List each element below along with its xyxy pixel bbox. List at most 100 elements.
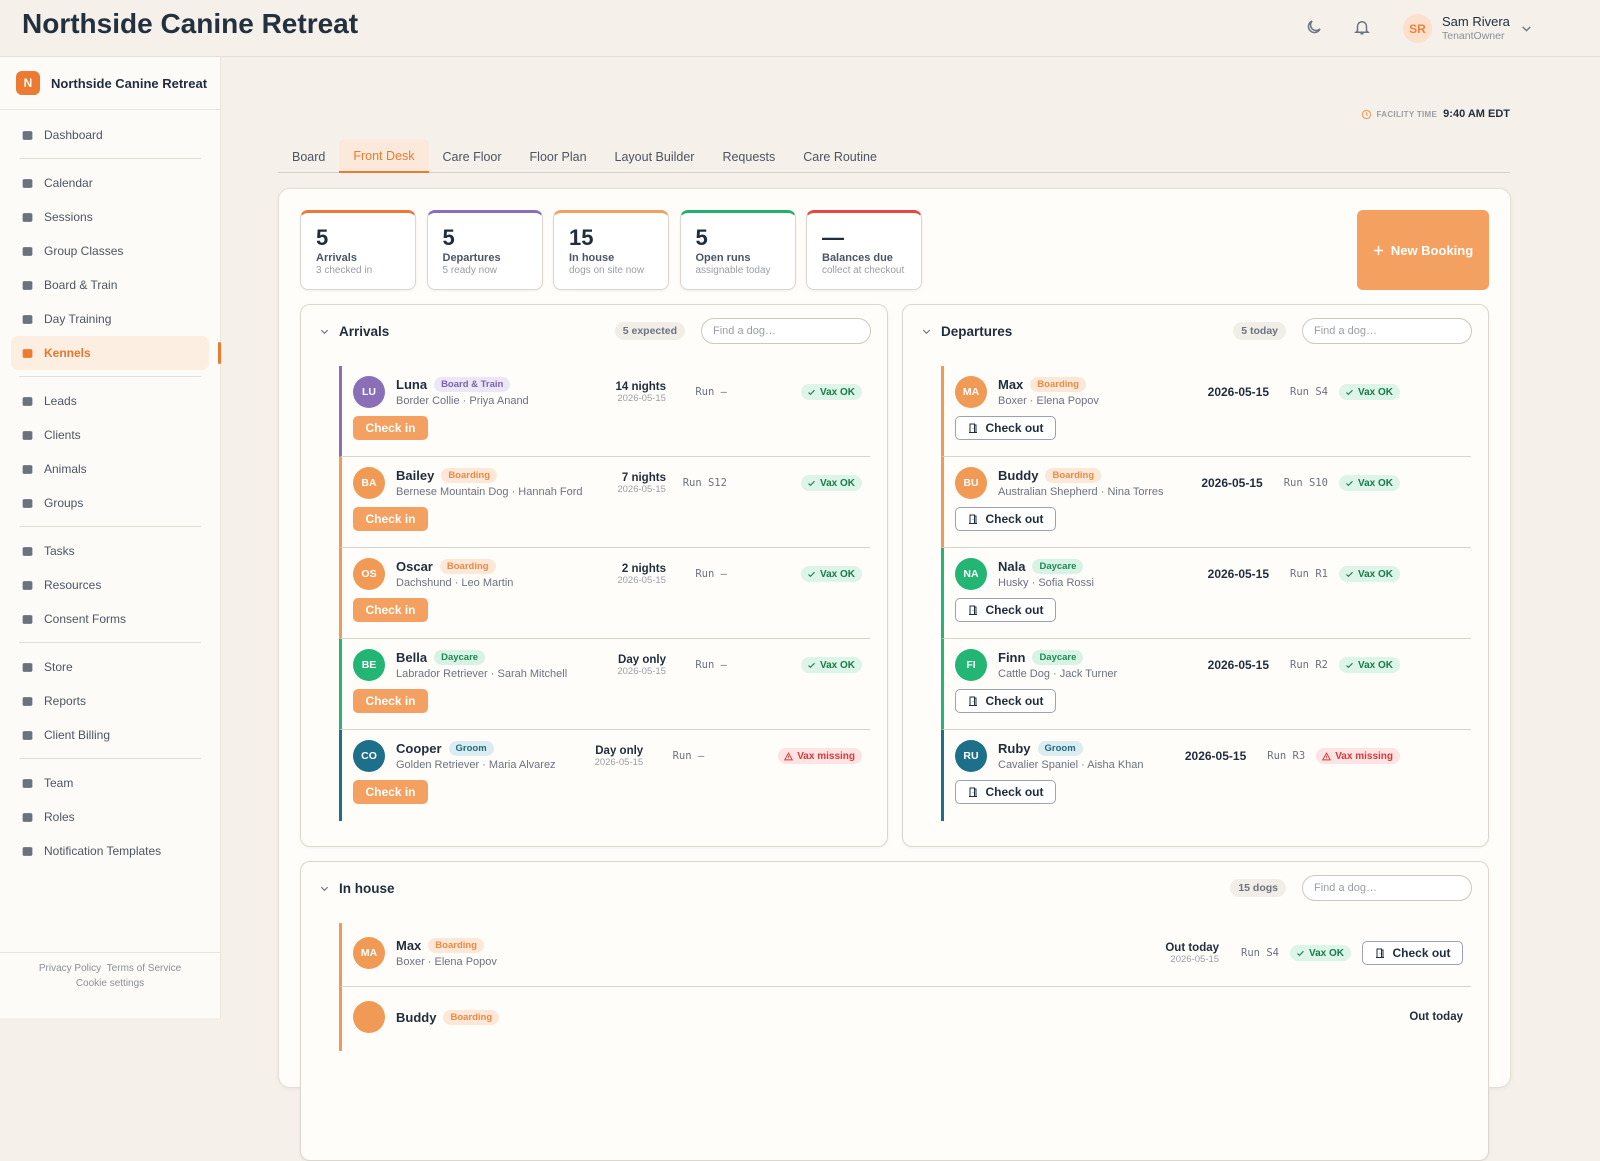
panel-title: Arrivals [339, 323, 390, 339]
nav-item[interactable]: Reports [11, 684, 209, 718]
search-field[interactable]: Find a dog… [1302, 318, 1472, 344]
vax-icon [1346, 571, 1353, 577]
tab[interactable]: Floor Plan [529, 150, 587, 164]
vax-label: Vax OK [819, 659, 855, 671]
nav-item[interactable]: Dashboard [11, 118, 209, 152]
dog-detail: Border Collie · Priya Anand [396, 395, 529, 407]
departure-date: 2026-05-15 [1184, 749, 1247, 763]
dog-row: MA Max Boarding Boxer · Elena Popov 2026-05-… [941, 366, 1471, 457]
nav-item[interactable]: Board & Train [11, 268, 209, 302]
search-field[interactable]: Find a dog… [1302, 875, 1472, 901]
nav-item[interactable]: Clients [11, 418, 209, 452]
nav-item[interactable]: Sessions [11, 200, 209, 234]
run: Run – [672, 750, 705, 762]
vax-icon-part [808, 480, 815, 486]
run: Run S4 [1290, 386, 1328, 398]
run: Run R1 [1290, 568, 1328, 580]
dog-name: Buddy [396, 1009, 437, 1025]
dog-name-line: Buddy Boarding [396, 1009, 1409, 1025]
theme-toggle[interactable] [1305, 18, 1323, 36]
nav-label: Client Billing [44, 728, 111, 742]
tab[interactable]: Front Desk [339, 139, 429, 173]
collapse-icon [320, 886, 329, 891]
service-tag: Boarding [1045, 468, 1102, 483]
nav-item[interactable]: Client Billing [11, 718, 209, 752]
row-main: NA Nala Daycare Husky · Sofia Rossi 2026-05-… [955, 558, 1463, 590]
brand-name: Northside Canine Retreat [51, 75, 208, 91]
dog-name-line: Oscar Boarding [396, 559, 617, 574]
check-out-button[interactable]: Check out [955, 780, 1056, 804]
stay: 7 nights 2026-05-15 [617, 472, 666, 495]
nav-item[interactable]: Leads [11, 384, 209, 418]
stat-card: 5 Departures 5 ready now [426, 210, 543, 290]
nav-icon [22, 580, 33, 590]
user-name: Sam Rivera [1442, 14, 1510, 29]
new-booking-button[interactable]: New Booking [1357, 210, 1489, 290]
dog-row: BA Bailey Boarding Bernese Mountain Dog · H… [339, 457, 870, 548]
nav-item[interactable]: Notification Templates [11, 834, 209, 868]
notifications[interactable] [1353, 18, 1371, 36]
nav-separator [19, 642, 201, 643]
nav-item[interactable]: Roles [11, 800, 209, 834]
nav-label: Calendar [44, 176, 93, 190]
nav-item[interactable]: Consent Forms [11, 602, 209, 636]
check-out-button[interactable]: Check out [955, 689, 1056, 713]
service-tag: Boarding [428, 938, 484, 953]
search-field[interactable]: Find a dog… [701, 318, 871, 344]
stay-length: 2 nights [621, 562, 666, 575]
check-in-button[interactable]: Check in [353, 507, 428, 531]
footer-link[interactable]: Terms of Service [106, 963, 182, 974]
footer-link[interactable]: Privacy Policy [38, 963, 102, 974]
row-main: RU Ruby Groom Cavalier Spaniel · Aisha Khan… [955, 740, 1463, 772]
vax-label: Vax OK [1357, 568, 1393, 580]
vax-status: Vax OK [800, 566, 862, 582]
nav-item[interactable]: Calendar [11, 166, 209, 200]
dog-row: NA Nala Daycare Husky · Sofia Rossi 2026-05-… [941, 548, 1471, 639]
dog-name: Max [998, 377, 1024, 392]
vax-status: Vax OK [1338, 566, 1400, 582]
nav-item[interactable]: Team [11, 766, 209, 800]
footer-link[interactable]: Cookie settings [75, 978, 145, 989]
nav-item[interactable]: Group Classes [11, 234, 209, 268]
check-out-button[interactable]: Check out [1362, 941, 1463, 965]
vax-icon-part [808, 571, 815, 577]
check-out-button[interactable]: Check out [955, 416, 1056, 440]
nav-label: Leads [44, 394, 77, 408]
check-in-button[interactable]: Check in [353, 598, 428, 622]
nav-item[interactable]: Kennels [11, 336, 221, 370]
row-main: BA Bailey Boarding Bernese Mountain Dog · H… [353, 467, 862, 499]
nav-item[interactable]: Animals [11, 452, 209, 486]
user-menu[interactable] [1520, 22, 1533, 35]
nav-item[interactable]: Resources [11, 568, 209, 602]
dog-name-line: Max Boarding [396, 938, 1165, 953]
check-in-button[interactable]: Check in [353, 780, 428, 804]
dog-avatar: MA [955, 376, 987, 408]
vax-icon-part [784, 751, 794, 760]
user-avatar[interactable]: SR [1403, 14, 1432, 43]
nav-item[interactable]: Day Training [11, 302, 209, 336]
nav-icon-part [22, 464, 33, 474]
nav-item[interactable]: Store [11, 650, 209, 684]
service-tag: Daycare [1032, 559, 1084, 574]
nav-icon-part [22, 696, 33, 706]
dog-info: Oscar Boarding Dachshund · Leo Martin [396, 559, 617, 589]
nav-item[interactable]: Groups [11, 486, 209, 520]
tab[interactable]: Requests [722, 150, 776, 164]
nav-icon [22, 280, 33, 290]
dog-info: Max Boarding Boxer · Elena Popov [998, 377, 1208, 407]
stat-label: In house [569, 252, 615, 264]
nav-item[interactable]: Tasks [11, 534, 209, 568]
stat-label: Departures [442, 252, 501, 264]
vax-status: Vax OK [1338, 657, 1400, 673]
tab[interactable]: Care Floor [442, 150, 502, 164]
tab[interactable]: Board [292, 150, 326, 164]
check-in-button[interactable]: Check in [353, 416, 428, 440]
dog-row: MA Max Boarding Boxer · Elena Popov Out toda… [339, 923, 1471, 987]
check-out-button[interactable]: Check out [955, 598, 1056, 622]
check-in-button[interactable]: Check in [353, 689, 428, 713]
tab[interactable]: Care Routine [803, 150, 877, 164]
tab[interactable]: Layout Builder [614, 150, 695, 164]
sidebar-footer: Privacy Policy Terms of Service Cookie s… [0, 952, 220, 1018]
check-out-button[interactable]: Check out [955, 507, 1056, 531]
row-list: MA Max Boarding Boxer · Elena Popov 2026-05-… [903, 357, 1488, 821]
